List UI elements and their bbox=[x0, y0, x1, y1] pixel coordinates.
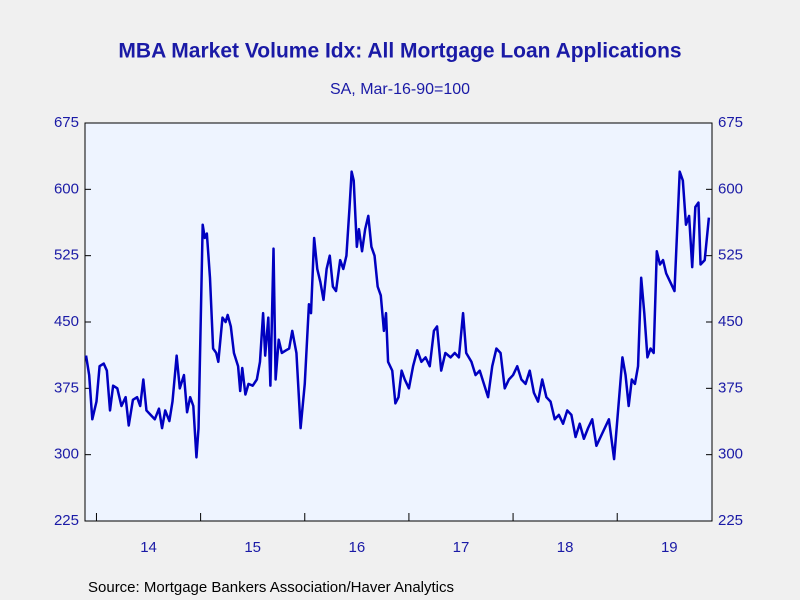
plot-area bbox=[84, 122, 713, 522]
y-tick-label: 600 bbox=[54, 180, 79, 197]
x-tick-label: 16 bbox=[348, 539, 365, 556]
source-note: Source: Mortgage Bankers Association/Hav… bbox=[88, 579, 454, 596]
x-tick-label: 15 bbox=[244, 539, 261, 556]
y2-tick-label: 525 bbox=[718, 247, 743, 264]
y2-tick-label: 450 bbox=[718, 313, 743, 330]
y2-tick-label: 300 bbox=[718, 446, 743, 463]
x-tick-label: 19 bbox=[661, 539, 678, 556]
y2-tick-label: 600 bbox=[718, 180, 743, 197]
x-tick-label: 14 bbox=[140, 539, 157, 556]
y-tick-label: 675 bbox=[54, 114, 79, 131]
x-tick-label: 17 bbox=[453, 539, 470, 556]
y-tick-label: 225 bbox=[54, 512, 79, 529]
x-tick-label: 18 bbox=[557, 539, 574, 556]
y-tick-label: 375 bbox=[54, 379, 79, 396]
y2-tick-label: 225 bbox=[718, 512, 743, 529]
chart-subtitle: SA, Mar-16-90=100 bbox=[330, 81, 470, 98]
chart-title: MBA Market Volume Idx: All Mortgage Loan… bbox=[118, 40, 681, 63]
data-line bbox=[84, 170, 711, 461]
y2-tick-label: 675 bbox=[718, 114, 743, 131]
y-tick-label: 450 bbox=[54, 313, 79, 330]
y-tick-label: 525 bbox=[54, 247, 79, 264]
y2-tick-label: 375 bbox=[718, 379, 743, 396]
y-tick-label: 300 bbox=[54, 446, 79, 463]
